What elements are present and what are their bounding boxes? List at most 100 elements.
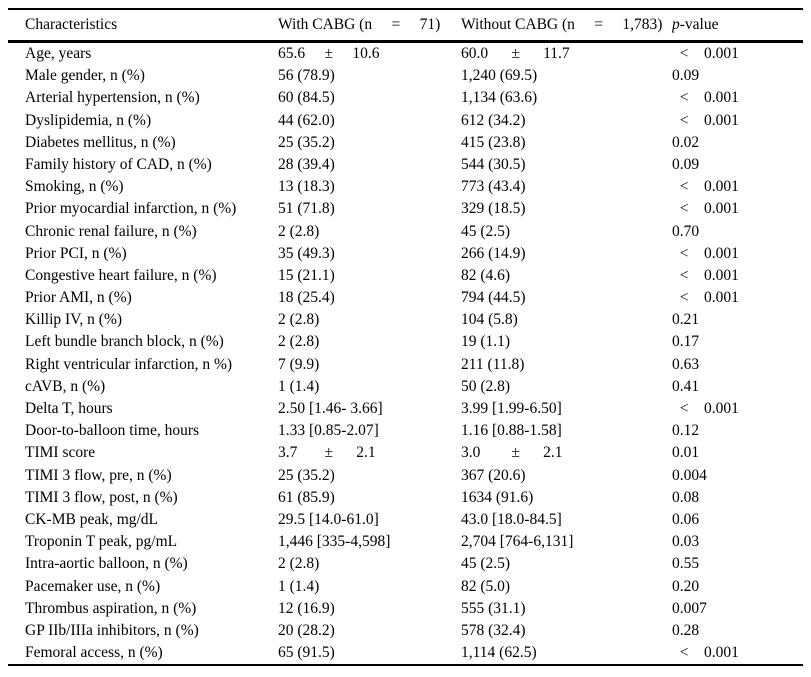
header-without-cabg: Without CABG (n = 1,783) [461, 16, 663, 33]
cell-with-cabg: 2.50 [1.46- 3.66] [278, 400, 383, 417]
cell-with-cabg: 2 (2.8) [278, 311, 320, 329]
cell-without-cabg: 19 (1.1) [461, 333, 511, 351]
cell-characteristic: Age, years [25, 45, 92, 62]
cell-characteristic: CK-MB peak, mg/dL [25, 510, 159, 528]
table-row: Chronic renal failure, n (%) 2 (2.8) 45 … [8, 221, 803, 243]
table-row: Male gender, n (%) 56 (78.9) 1,240 (69.5… [8, 65, 803, 87]
cell-with-cabg: 20 (28.2) [278, 621, 335, 639]
cell-with-cabg: 1 (1.4) [278, 577, 320, 595]
cell-p-value: < 0.001 [672, 111, 739, 129]
cell-without-cabg: 1634 (91.6) [461, 488, 534, 506]
table-row: Arterial hypertension, n (%) 60 (84.5) 1… [8, 87, 803, 109]
cell-without-cabg: 578 (32.4) [461, 621, 526, 639]
cell-p-value: 0.17 [672, 333, 700, 351]
cell-without-cabg: 50 (2.8) [461, 377, 511, 395]
cell-with-cabg: 35 (49.3) [278, 244, 335, 262]
cell-p-value: < 0.001 [672, 289, 739, 307]
cell-characteristic: Left bundle branch block, n (%) [25, 333, 224, 351]
table-row: Smoking, n (%) 13 (18.3) 773 (43.4) < 0.… [8, 176, 803, 198]
cell-with-cabg: 15 (21.1) [278, 266, 335, 284]
table-row: Prior PCI, n (%) 35 (49.3) 266 (14.9) < … [8, 243, 803, 265]
cell-without-cabg: 82 (4.6) [461, 266, 511, 284]
cell-without-cabg: 773 (43.4) [461, 178, 526, 196]
cell-characteristic: Prior myocardial infarction, n (%) [25, 200, 237, 218]
cell-characteristic: TIMI score [25, 444, 96, 462]
cell-p-value: 0.02 [672, 133, 700, 151]
cell-characteristic: Dyslipidemia, n (%) [25, 111, 152, 129]
cell-characteristic: Thrombus aspiration, n (%) [25, 599, 197, 617]
cell-p-value: < 0.001 [672, 400, 739, 417]
table-row: Prior myocardial infarction, n (%) 51 (7… [8, 198, 803, 220]
cell-without-cabg: 415 (23.8) [461, 133, 526, 151]
cell-p-value: 0.09 [672, 155, 700, 173]
table-row: cAVB, n (%) 1 (1.4) 50 (2.8) 0.41 [8, 376, 803, 398]
cell-characteristic: Pacemaker use, n (%) [25, 577, 161, 595]
cell-characteristic: Male gender, n (%) [25, 67, 145, 85]
cell-characteristic: Family history of CAD, n (%) [25, 155, 212, 173]
cell-without-cabg: 555 (31.1) [461, 599, 526, 617]
cell-p-value: 0.007 [672, 599, 707, 617]
cell-with-cabg: 25 (35.2) [278, 466, 335, 484]
cell-p-value: 0.004 [672, 466, 707, 484]
cell-without-cabg: 45 (2.5) [461, 222, 511, 240]
cell-without-cabg: 1,134 (63.6) [461, 89, 538, 107]
table-row: Right ventricular infarction, n %) 7 (9.… [8, 354, 803, 376]
table-row: Pacemaker use, n (%) 1 (1.4) 82 (5.0) 0.… [8, 576, 803, 598]
cell-p-value: 0.21 [672, 311, 700, 329]
cell-characteristic: Killip IV, n (%) [25, 311, 123, 329]
cell-p-value: < 0.001 [672, 266, 739, 284]
p-value-italic-p: p [672, 16, 680, 33]
table-row: TIMI 3 flow, pre, n (%) 25 (35.2) 367 (2… [8, 465, 803, 487]
cell-p-value: 0.09 [672, 67, 700, 85]
cell-without-cabg: 544 (30.5) [461, 155, 526, 173]
p-value-rest: -value [679, 16, 719, 33]
cell-p-value: < 0.001 [672, 89, 739, 107]
cell-with-cabg: 60 (84.5) [278, 89, 335, 107]
table-row: Thrombus aspiration, n (%) 12 (16.9) 555… [8, 598, 803, 620]
cell-characteristic: TIMI 3 flow, post, n (%) [25, 488, 178, 506]
cell-with-cabg: 12 (16.9) [278, 599, 335, 617]
header-characteristics: Characteristics [25, 16, 118, 33]
cell-with-cabg: 29.5 [14.0-61.0] [278, 510, 379, 528]
cell-without-cabg: 1.16 [0.88-1.58] [461, 422, 562, 440]
cell-with-cabg: 28 (39.4) [278, 155, 335, 173]
cell-characteristic: Congestive heart failure, n (%) [25, 266, 217, 284]
table-row: GP IIb/IIIa inhibitors, n (%) 20 (28.2) … [8, 620, 803, 642]
cell-with-cabg: 2 (2.8) [278, 222, 320, 240]
cell-characteristic: Delta T, hours [25, 400, 113, 417]
cell-characteristic: GP IIb/IIIa inhibitors, n (%) [25, 621, 199, 639]
table-row: Troponin T peak, pg/mL 1,446 [335-4,598]… [8, 531, 803, 553]
table-row: Family history of CAD, n (%) 28 (39.4) 5… [8, 154, 803, 176]
cell-with-cabg: 2 (2.8) [278, 333, 320, 351]
table-row: Congestive heart failure, n (%) 15 (21.1… [8, 265, 803, 287]
cell-without-cabg: 367 (20.6) [461, 466, 526, 484]
cell-characteristic: Intra-aortic balloon, n (%) [25, 555, 188, 573]
table-body: Age, years 65.6 ± 10.6 60.0 ± 11.7 < 0.0… [8, 43, 803, 664]
cell-p-value: 0.41 [672, 377, 700, 395]
cell-with-cabg: 18 (25.4) [278, 289, 335, 307]
cell-without-cabg: 2,704 [764-6,131] [461, 533, 574, 551]
cell-with-cabg: 25 (35.2) [278, 133, 335, 151]
cell-with-cabg: 56 (78.9) [278, 67, 335, 85]
table-header: Characteristics With CABG (n = 71) Witho… [8, 10, 803, 43]
cell-characteristic: Troponin T peak, pg/mL [25, 533, 178, 551]
table-row: TIMI score 3.7 ± 2.1 3.0 ± 2.1 0.01 [8, 442, 803, 464]
cell-without-cabg: 104 (5.8) [461, 311, 518, 329]
cell-p-value: < 0.001 [672, 178, 739, 196]
header-with-cabg: With CABG (n = 71) [278, 16, 441, 33]
cell-p-value: < 0.001 [672, 644, 739, 662]
cell-p-value: 0.06 [672, 510, 700, 528]
cell-with-cabg: 7 (9.9) [278, 355, 320, 373]
cell-p-value: 0.55 [672, 555, 700, 573]
cell-p-value: 0.08 [672, 488, 700, 506]
cell-with-cabg: 44 (62.0) [278, 111, 335, 129]
cell-without-cabg: 211 (11.8) [461, 355, 525, 373]
cell-without-cabg: 266 (14.9) [461, 244, 526, 262]
cell-with-cabg: 61 (85.9) [278, 488, 335, 506]
cell-p-value: 0.70 [672, 222, 700, 240]
cell-p-value: < 0.001 [672, 244, 739, 262]
table-row: Door-to-balloon time, hours 1.33 [0.85-2… [8, 420, 803, 442]
cell-without-cabg: 60.0 ± 11.7 [461, 45, 570, 62]
cell-characteristic: Smoking, n (%) [25, 178, 124, 196]
cell-with-cabg: 1.33 [0.85-2.07] [278, 422, 379, 440]
